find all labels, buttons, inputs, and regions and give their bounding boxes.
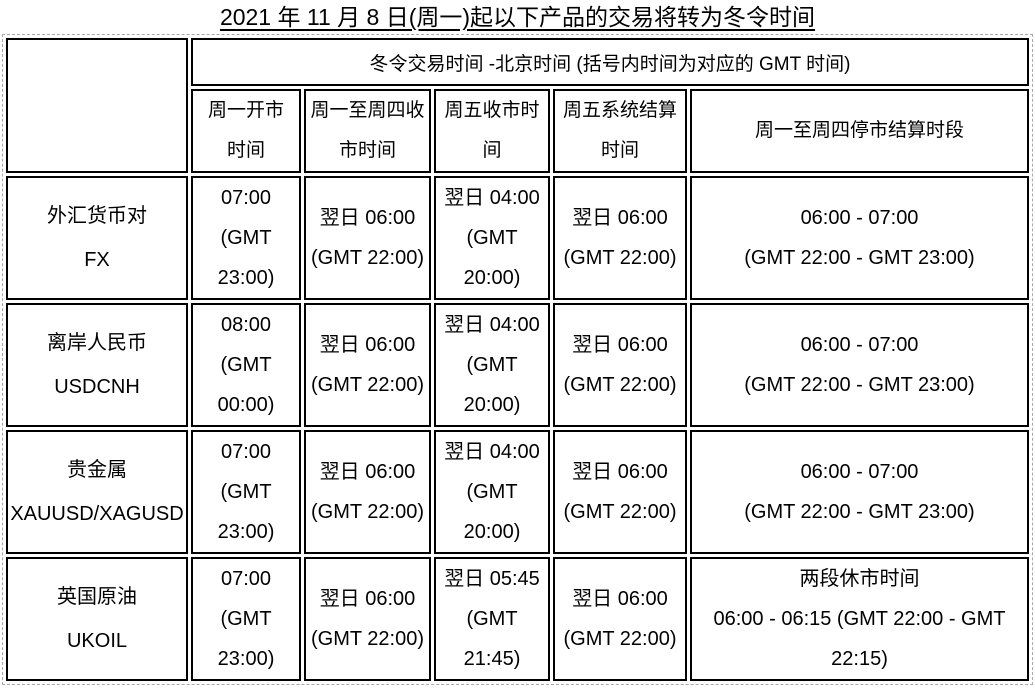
settlement-fri-cell: 翌日 06:00 (GMT 22:00) — [553, 176, 687, 300]
close-fri-cell: 翌日 04:00 (GMT 20:00) — [434, 176, 550, 300]
halt-settlement-cell: 两段休市时间 06:00 - 06:15 (GMT 22:00 - GMT 22… — [690, 557, 1029, 681]
col-header-friday-close: 周五收市时 间 — [434, 89, 550, 173]
product-cell: 外汇货币对 FX — [6, 176, 188, 300]
col-header-mon-thu-close: 周一至周四收 市时间 — [304, 89, 431, 173]
page-title: 2021 年 11 月 8 日(周一)起以下产品的交易将转为冬令时间 — [219, 4, 816, 30]
halt-settlement-cell: 06:00 - 07:00 (GMT 22:00 - GMT 23:00) — [690, 176, 1029, 300]
merged-header-winter-time: 冬令交易时间 -北京时间 (括号内时间为对应的 GMT 时间) — [191, 38, 1029, 86]
product-cell: 离岸人民币 USDCNH — [6, 303, 188, 427]
open-time-cell: 07:00 (GMT 23:00) — [191, 176, 301, 300]
table-row-fx: 外汇货币对 FX 07:00 (GMT 23:00) 翌日 06:00 (GMT… — [6, 176, 1029, 300]
close-mon-thu-cell: 翌日 06:00 (GMT 22:00) — [304, 557, 431, 681]
col-header-mon-thu-halt-settlement: 周一至周四停市结算时段 — [690, 89, 1029, 173]
table-row-usdcnh: 离岸人民币 USDCNH 08:00 (GMT 00:00) 翌日 06:00 … — [6, 303, 1029, 427]
halt-settlement-cell: 06:00 - 07:00 (GMT 22:00 - GMT 23:00) — [690, 303, 1029, 427]
close-fri-cell: 翌日 05:45 (GMT 21:45) — [434, 557, 550, 681]
halt-settlement-cell: 06:00 - 07:00 (GMT 22:00 - GMT 23:00) — [690, 430, 1029, 554]
open-time-cell: 07:00 (GMT 23:00) — [191, 557, 301, 681]
corner-empty-cell — [6, 38, 188, 173]
close-mon-thu-cell: 翌日 06:00 (GMT 22:00) — [304, 303, 431, 427]
close-mon-thu-cell: 翌日 06:00 (GMT 22:00) — [304, 430, 431, 554]
settlement-fri-cell: 翌日 06:00 (GMT 22:00) — [553, 557, 687, 681]
close-mon-thu-cell: 翌日 06:00 (GMT 22:00) — [304, 176, 431, 300]
trading-hours-table: 冬令交易时间 -北京时间 (括号内时间为对应的 GMT 时间) 周一开市 时间 … — [2, 34, 1033, 685]
header-row-columns: 周一开市 时间 周一至周四收 市时间 周五收市时 间 周五系统结算 时间 周一至… — [6, 89, 1029, 173]
product-cell: 英国原油 UKOIL — [6, 557, 188, 681]
settlement-fri-cell: 翌日 06:00 (GMT 22:00) — [553, 303, 687, 427]
header-row-merged: 冬令交易时间 -北京时间 (括号内时间为对应的 GMT 时间) — [6, 38, 1029, 173]
col-header-friday-settlement: 周五系统结算 时间 — [553, 89, 687, 173]
table-row-metals: 贵金属 XAUUSD/XAGUSD 07:00 (GMT 23:00) 翌日 0… — [6, 430, 1029, 554]
table-row-ukoil: 英国原油 UKOIL 07:00 (GMT 23:00) 翌日 06:00 (G… — [6, 557, 1029, 681]
close-fri-cell: 翌日 04:00 (GMT 20:00) — [434, 303, 550, 427]
settlement-fri-cell: 翌日 06:00 (GMT 22:00) — [553, 430, 687, 554]
open-time-cell: 08:00 (GMT 00:00) — [191, 303, 301, 427]
col-header-monday-open: 周一开市 时间 — [191, 89, 301, 173]
open-time-cell: 07:00 (GMT 23:00) — [191, 430, 301, 554]
product-cell: 贵金属 XAUUSD/XAGUSD — [6, 430, 188, 554]
close-fri-cell: 翌日 04:00 (GMT 20:00) — [434, 430, 550, 554]
